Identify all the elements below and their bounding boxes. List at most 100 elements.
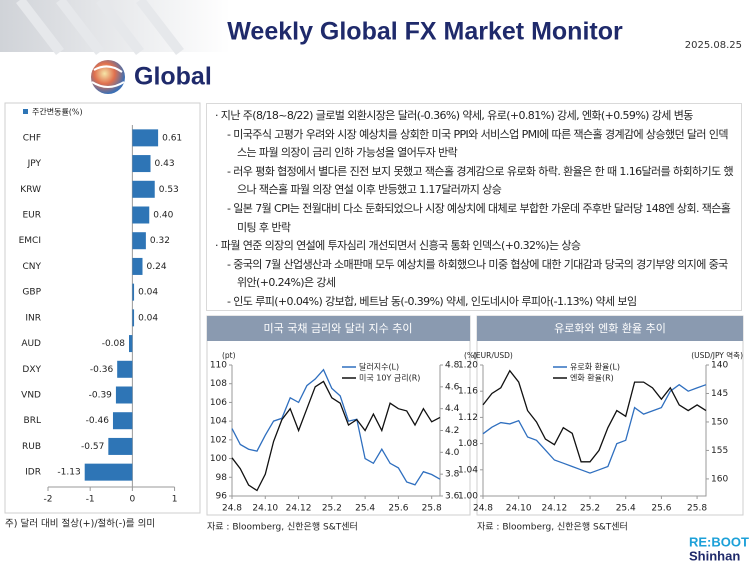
y-tick-label: 1.20: [458, 361, 478, 371]
category-label: JPY: [27, 159, 42, 169]
value-label: 0.43: [155, 159, 175, 169]
summary-box: · 지난 주(8/18~8/22) 글로벌 외환시장은 달러(-0.36%) 약…: [206, 103, 742, 311]
value-label: 0.40: [153, 211, 173, 221]
page-title: Weekly Global FX Market Monitor: [227, 18, 623, 46]
value-label: 0.61: [162, 133, 182, 143]
y2-tick-label: 150: [711, 417, 728, 427]
x-tick-label: 24.10: [506, 504, 532, 514]
summary-item: · 파월 연준 의장의 연설에 투자심리 개선되면서 신흥국 통화 인덱스(+0…: [215, 239, 581, 253]
y2-axis-label: (USD/JPY 역축): [691, 350, 743, 360]
x-tick-label: 24.12: [541, 504, 567, 514]
y-axis-label: (pt): [222, 351, 236, 360]
x-tick-label: 25.2: [580, 504, 600, 514]
bar: [132, 129, 159, 147]
category-label: DXY: [22, 365, 41, 375]
y-tick-label: 104: [210, 417, 227, 427]
bar: [129, 335, 133, 353]
x-tick-label: 1: [172, 495, 178, 505]
series-line: [231, 380, 441, 492]
value-label: 0.24: [147, 262, 167, 272]
globe-lines: [91, 65, 125, 88]
category-label: AUD: [21, 339, 41, 349]
summary-item: - 중국의 7월 산업생산과 소매판매 모두 예상치를 하회했으나 미중 협상에…: [227, 257, 728, 290]
bar: [132, 283, 135, 301]
x-tick-label: 24.8: [473, 504, 493, 514]
chart-title: 미국 국채 금리와 달러 지수 추이: [263, 322, 412, 335]
globe-icon: [91, 60, 125, 94]
bar: [84, 463, 133, 481]
bar: [132, 155, 151, 173]
category-label: CHF: [23, 133, 41, 143]
x-tick-label: 25.6: [651, 504, 671, 514]
x-tick-label: 25.6: [388, 504, 408, 514]
y-tick-label: 1.04: [458, 465, 478, 475]
category-label: GBP: [22, 288, 41, 298]
x-tick-label: 25.8: [687, 504, 707, 514]
value-label: 0.53: [159, 185, 179, 195]
bar-panel: [4, 102, 201, 514]
value-label: 0.32: [150, 236, 170, 246]
y-tick-label: 98: [216, 473, 228, 483]
y2-tick-label: 140: [711, 361, 728, 371]
y-tick-label: 110: [210, 361, 227, 371]
plot-frame: [231, 365, 441, 497]
x-tick-label: 24.10: [252, 504, 278, 514]
chart-header: [207, 316, 470, 341]
y-tick-label: 1.08: [458, 439, 478, 449]
category-label: IDR: [25, 468, 41, 478]
logo-text: Shinhan: [689, 548, 740, 562]
category-label: KRW: [20, 185, 41, 195]
y-tick-label: 1.00: [458, 492, 478, 502]
category-label: CNY: [22, 262, 41, 272]
x-tick-label: 25.4: [616, 504, 636, 514]
x-tick-label: 0: [130, 495, 136, 505]
category-label: EMCI: [19, 236, 41, 246]
bar: [132, 180, 155, 198]
bar: [132, 206, 150, 224]
logo-text: RE:BOOT: [689, 534, 749, 549]
x-tick-label: -1: [86, 495, 95, 505]
category-label: RUB: [22, 442, 41, 452]
footnote: 주) 달러 대비 절상(+)/절하(-)를 의미: [5, 518, 155, 530]
summary-item: - 인도 루피(+0.04%) 강보합, 베트남 동(-0.39%) 약세, 인…: [227, 294, 637, 308]
legend-label: 엔화 환율(R): [570, 373, 614, 383]
legend-label: 달러지수(L): [359, 363, 399, 372]
value-label: 0.04: [138, 313, 158, 323]
y-tick-label: 96: [216, 492, 228, 502]
series-line: [231, 368, 441, 486]
bar: [108, 437, 133, 455]
y2-tick-label: 155: [711, 446, 728, 456]
y2-tick-label: 145: [711, 389, 728, 399]
source: 자료 : Bloomberg, 신한은행 S&T센터: [207, 521, 358, 533]
x-tick-label: 24.12: [286, 504, 312, 514]
legend-label: 미국 10Y 금리(R): [359, 374, 420, 383]
category-label: BRL: [24, 416, 41, 426]
legend-label: 유로화 환율(L): [570, 362, 620, 372]
y-tick-label: 108: [210, 379, 227, 389]
y-tick-label: 1.12: [458, 413, 478, 423]
series-line: [482, 369, 707, 463]
y-tick-label: 102: [210, 435, 227, 445]
y2-tick-label: 160: [711, 474, 728, 484]
y2-axis-label: (%): [464, 351, 477, 360]
category-label: VND: [21, 391, 41, 401]
y2-tick-label: 4.8: [445, 361, 460, 371]
summary-item: - 미국주식 고평가 우려와 시장 예상치를 상회한 미국 PPI와 서비스업 …: [227, 127, 728, 160]
category-label: INR: [25, 313, 41, 323]
x-tick-label: 24.8: [222, 504, 242, 514]
x-tick-label: -2: [44, 495, 53, 505]
x-tick-label: 25.8: [422, 504, 442, 514]
value-label: -0.36: [90, 365, 114, 375]
bar: [132, 309, 135, 327]
series-line: [482, 383, 707, 474]
chart-title: 유로화와 엔화 환율 추이: [554, 322, 666, 335]
value-label: -0.39: [89, 391, 113, 401]
y-tick-label: 106: [210, 398, 227, 408]
bar: [112, 412, 133, 430]
summary-item: - 일본 7월 CPI는 전월대비 다소 둔화되었으나 시장 예상치에 대체로 …: [227, 201, 731, 234]
chart-header: [477, 316, 743, 341]
header-stripes: [16, 0, 184, 56]
legend-label: 주간변동률(%): [32, 107, 83, 117]
y2-tick-label: 4.4: [445, 404, 460, 414]
source: 자료 : Bloomberg, 신한은행 S&T센터: [477, 521, 628, 533]
